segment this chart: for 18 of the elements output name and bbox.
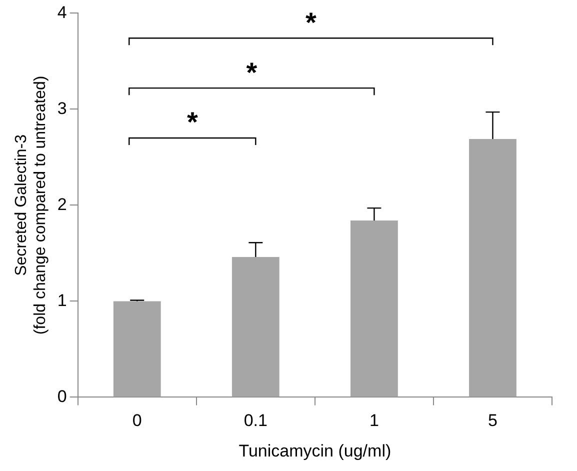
x-tick-label: 0.1 [244,411,268,430]
bar [350,220,398,397]
y-tick-label: 2 [57,194,67,214]
x-tick-label: 5 [488,411,498,430]
annotation: * [246,56,258,88]
x-tick-label: 1 [369,411,379,430]
y-tick-label: 4 [57,2,67,22]
y-tick-label: 1 [57,290,67,310]
x-tick-label: 0 [132,411,142,430]
y-tick-label: 3 [57,98,67,118]
bar [232,257,280,397]
bar [469,138,516,397]
annotation: * [186,106,198,138]
x-axis-title: Tunicamycin (ug/ml) [238,441,392,460]
bar [113,301,161,397]
y-tick-label: 0 [57,386,67,406]
annotation: * [305,6,316,38]
y-axis-title: Secreted Galectin-3 (fold change compared to untreated) [13,76,50,335]
